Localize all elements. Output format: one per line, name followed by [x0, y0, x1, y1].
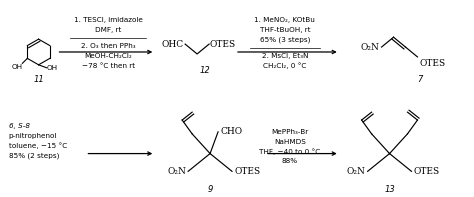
Text: 9: 9 — [208, 185, 213, 194]
Text: 1. MeNO₂, KOtBu: 1. MeNO₂, KOtBu — [255, 17, 315, 23]
Text: NaHMDS: NaHMDS — [274, 139, 306, 145]
Text: 88%: 88% — [282, 158, 298, 164]
Text: OTES: OTES — [419, 59, 446, 68]
Text: MePPh₃-Br: MePPh₃-Br — [271, 129, 309, 135]
Text: −78 °C then rt: −78 °C then rt — [82, 63, 135, 69]
Text: 1. TESCl, imidazole: 1. TESCl, imidazole — [74, 17, 143, 23]
Text: 2. MsCl, Et₃N: 2. MsCl, Et₃N — [262, 53, 308, 59]
Text: 13: 13 — [384, 185, 395, 194]
Text: THF, −40 to 0 °C: THF, −40 to 0 °C — [259, 148, 320, 155]
Text: OH: OH — [46, 65, 58, 71]
Text: 12: 12 — [200, 66, 210, 75]
Text: THF-tBuOH, rt: THF-tBuOH, rt — [260, 27, 310, 33]
Text: OTES: OTES — [234, 167, 260, 176]
Text: CH₂Cl₂, 0 °C: CH₂Cl₂, 0 °C — [263, 62, 307, 69]
Text: O₂N: O₂N — [167, 167, 186, 176]
Text: OH: OH — [11, 64, 22, 70]
Text: 65% (3 steps): 65% (3 steps) — [260, 37, 310, 43]
Text: 85% (2 steps): 85% (2 steps) — [9, 152, 59, 159]
Text: OTES: OTES — [209, 40, 235, 49]
Text: 2. O₃ then PPh₃: 2. O₃ then PPh₃ — [81, 43, 136, 49]
Text: 6, S-8: 6, S-8 — [9, 123, 30, 129]
Text: 7: 7 — [417, 75, 422, 84]
Text: O₂N: O₂N — [361, 43, 380, 52]
Text: OTES: OTES — [413, 167, 439, 176]
Text: O₂N: O₂N — [347, 167, 365, 176]
Text: OHC: OHC — [161, 40, 183, 49]
Text: CHO: CHO — [220, 127, 242, 136]
Text: MeOH-CH₂Cl₂: MeOH-CH₂Cl₂ — [84, 53, 132, 59]
Text: DMF, rt: DMF, rt — [95, 27, 121, 33]
Text: p-nitrophenol: p-nitrophenol — [9, 133, 57, 139]
Text: toluene, −15 °C: toluene, −15 °C — [9, 142, 67, 149]
Text: 11: 11 — [33, 75, 44, 84]
